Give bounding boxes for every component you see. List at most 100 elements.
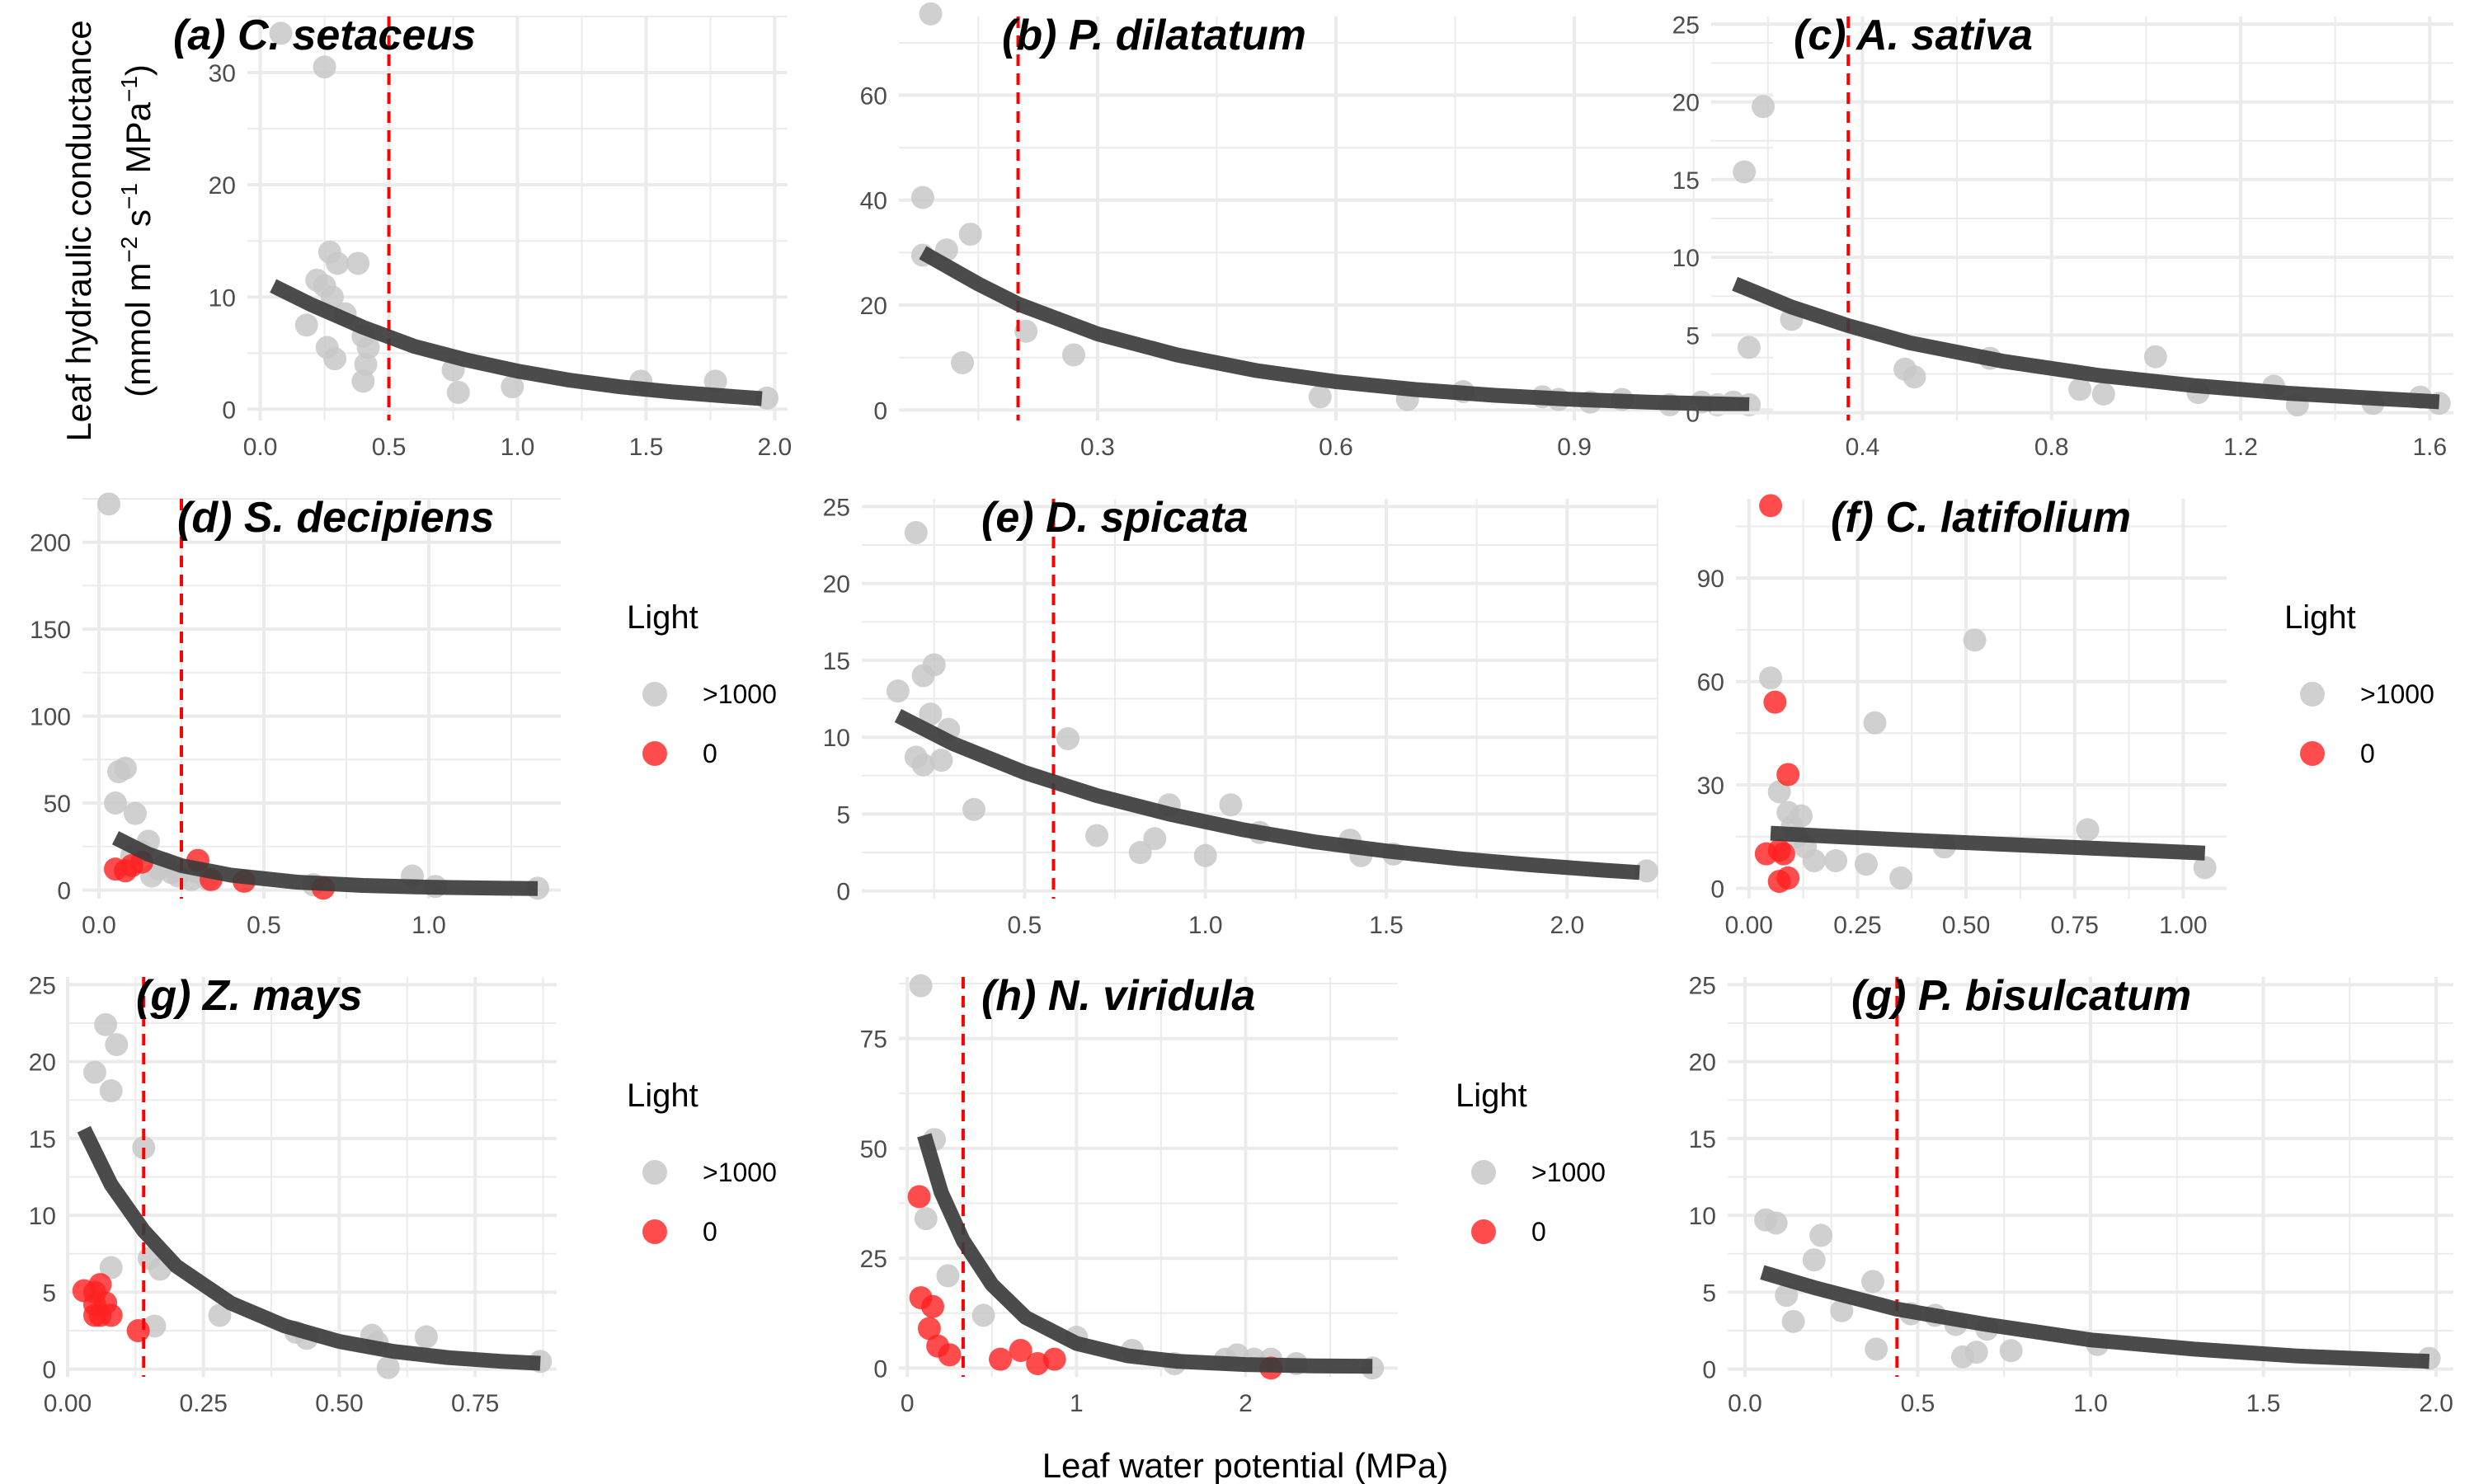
data-point-light-high	[886, 679, 910, 703]
legend-label: 0	[2360, 739, 2375, 768]
data-point-light-high	[294, 313, 318, 337]
y-tick-label: 15	[1672, 167, 1700, 195]
data-point-light-high	[208, 1303, 232, 1327]
legend-swatch	[642, 1160, 667, 1185]
x-tick-label: 0.75	[2051, 912, 2099, 939]
x-tick-label: 2.0	[2419, 1390, 2453, 1417]
data-point-light-high	[951, 351, 975, 374]
x-tick-label: 0.0	[1728, 1390, 1762, 1417]
data-point-light-high	[313, 55, 336, 79]
x-tick-label: 1.0	[412, 912, 446, 939]
y-tick-label: 10	[1672, 245, 1700, 272]
legend-label: 0	[703, 1217, 717, 1247]
data-point-light-high	[124, 801, 147, 825]
panel-b: 0.3 0.6 0.9 0 20 40 60 (b) P. dilatatum	[860, 2, 1773, 461]
data-point-light-high	[1752, 95, 1776, 119]
panel-i: 0.0 0.5 1.0 1.5 2.0 0 5 10 15 20 25 (g) P. bisulcat…	[1689, 972, 2453, 1417]
y-tick-label: 20	[29, 1050, 56, 1077]
y-tick-label: 25	[860, 1246, 887, 1273]
y-tick-label: 20	[1689, 1050, 1716, 1077]
legend-swatch	[642, 1219, 667, 1244]
y-tick-label: 20	[823, 571, 850, 599]
y-tick-label: 0	[836, 879, 850, 906]
y-label-sup: −2	[116, 237, 142, 263]
legend-label: 0	[1531, 1217, 1546, 1247]
x-tick-label: 1.0	[1188, 912, 1223, 939]
fit-curve	[919, 246, 1750, 412]
legend-title: Light	[627, 599, 698, 636]
y-tick-label: 25	[1689, 972, 1716, 999]
x-tick-label: 0.00	[44, 1390, 92, 1417]
x-tick-label: 0.25	[180, 1390, 228, 1417]
legend-label: >1000	[1531, 1158, 1606, 1187]
y-tick-label: 200	[30, 530, 71, 557]
x-tick-label: 0.3	[1080, 434, 1115, 461]
data-point-light-high	[1775, 1284, 1799, 1308]
data-point-light-high	[351, 369, 375, 393]
y-label-part: MPa	[119, 101, 158, 183]
y-tick-label: 5	[1702, 1280, 1716, 1307]
panel-title: (b) P. dilatatum	[1002, 12, 1306, 59]
x-tick-label: 0.8	[2034, 434, 2069, 461]
data-point-light-high	[99, 1079, 123, 1103]
y-label-part: s	[119, 209, 158, 237]
data-point-light-high	[1085, 824, 1109, 848]
y-axis-label-line1: Leaf hydraulic conductance	[59, 20, 98, 441]
x-tick-label: 0.5	[1008, 912, 1042, 939]
data-point-light-high	[99, 1256, 123, 1280]
data-point-light-high	[1634, 859, 1658, 883]
y-tick-label: 150	[30, 617, 71, 644]
data-point-light-high	[1781, 1309, 1805, 1333]
legend: Light >1000 0	[1456, 1078, 1606, 1247]
y-tick-label: 20	[860, 293, 887, 320]
panel-a: 0.0 0.5 1.0 1.5 2.0 0 10 20 30(a) C. setaceus	[173, 12, 792, 461]
data-point-light-high	[1809, 1223, 1833, 1247]
panel-title: (g) P. bisulcatum	[1851, 972, 2191, 1020]
data-point-light-high	[1128, 841, 1152, 865]
y-tick-label: 5	[42, 1280, 56, 1307]
x-tick-label: 2	[1239, 1390, 1253, 1417]
x-tick-label: 0.5	[247, 912, 281, 939]
data-point-light-high	[922, 653, 946, 677]
x-tick-label: 1.00	[2159, 912, 2207, 939]
data-point-light-high	[2193, 856, 2217, 880]
data-point-light-high	[1308, 385, 1332, 409]
data-point-light-high	[2068, 378, 2092, 402]
data-point-light-high	[323, 347, 347, 371]
data-point-light-high	[94, 1012, 118, 1036]
fit-curve	[1770, 825, 2206, 861]
y-label-sup: −1	[116, 76, 142, 102]
panel-d: 0.0 0.5 1.0 0 50 100 150 200 (d) S. decipiens	[30, 492, 561, 939]
y-tick-label: 75	[860, 1026, 887, 1054]
data-point-light-high	[82, 1060, 106, 1084]
data-point-light-high	[1903, 365, 1926, 389]
legend: Light >1000 0	[2284, 599, 2434, 768]
panel-e: 0.5 1.0 1.5 2.0 0 5 10 15 20 25 (e) D. spicata	[823, 494, 1658, 939]
x-tick-label: 1.0	[2073, 1390, 2108, 1417]
legend-title: Light	[1456, 1078, 1527, 1114]
data-point-light-high	[1193, 843, 1217, 867]
y-tick-label: 100	[30, 704, 71, 731]
data-point-light-high	[1802, 1248, 1826, 1272]
y-tick-label: 90	[1697, 566, 1724, 593]
panel-c: 0.4 0.8 1.2 1.6 0 5 10 15 20 25 (c) A. sativa	[1672, 12, 2453, 461]
x-tick-label: 1	[1070, 1390, 1084, 1417]
y-axis-label: Leaf hydraulic conductance (mmol m−2 s−1…	[59, 20, 158, 441]
panel-f: 0.00 0.25 0.50 0.75 1.00 0 30 60 90 (f) C. latifo…	[1697, 494, 2227, 939]
y-tick-label: 60	[1697, 669, 1724, 697]
y-tick-label: 0	[1710, 876, 1724, 903]
data-point-light-high	[919, 702, 943, 726]
data-point-light-high	[2091, 382, 2115, 406]
legend-label: >1000	[703, 1158, 777, 1187]
y-tick-label: 25	[1672, 12, 1700, 39]
data-point-light-high	[1767, 780, 1791, 804]
y-tick-label: 10	[1689, 1203, 1716, 1230]
data-point-light-high	[346, 251, 370, 275]
y-tick-label: 0	[873, 397, 887, 425]
x-tick-label: 1.2	[2223, 434, 2258, 461]
data-point-light-0	[126, 1319, 150, 1343]
x-tick-label: 0.50	[315, 1390, 363, 1417]
y-tick-label: 10	[29, 1203, 56, 1230]
